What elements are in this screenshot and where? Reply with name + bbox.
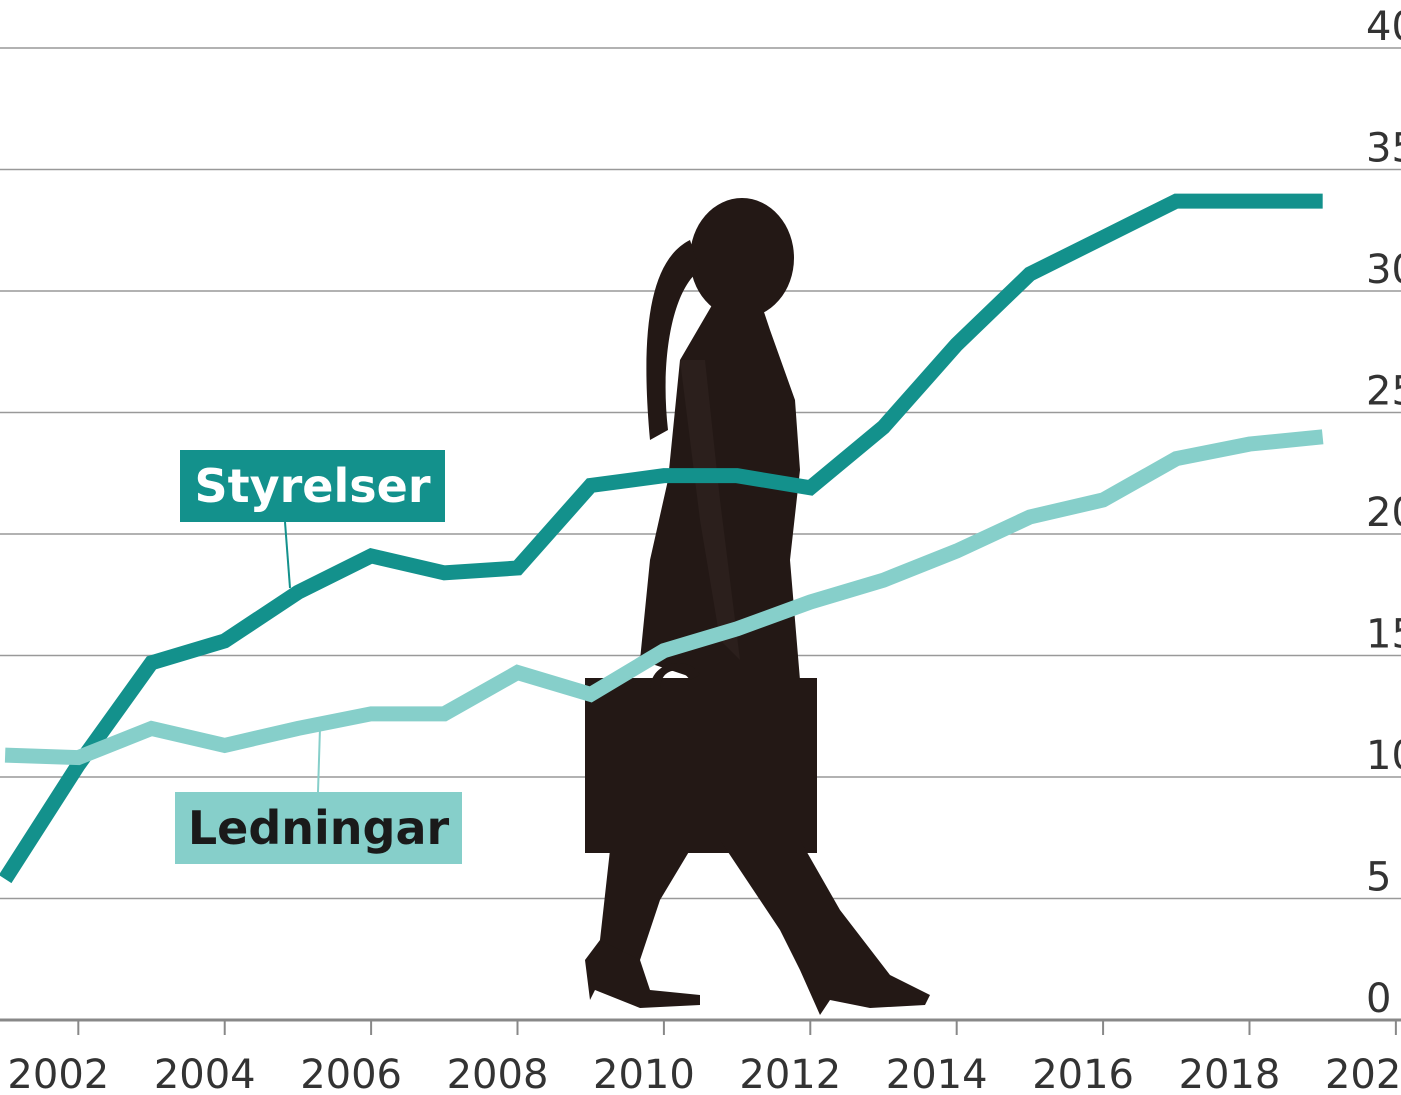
- y-tick-label: 20: [1366, 490, 1401, 536]
- x-tick-label: 2020: [1325, 1052, 1401, 1095]
- y-tick-label: 25: [1366, 369, 1401, 415]
- x-tick-label: 2006: [300, 1052, 402, 1095]
- x-tick-label: 2002: [7, 1052, 109, 1095]
- y-tick-label: 40: [1366, 4, 1401, 50]
- x-tick-label: 2008: [447, 1052, 549, 1095]
- y-tick-label: 30: [1366, 247, 1401, 293]
- x-tick-label: 2004: [154, 1052, 256, 1095]
- series-label: Ledningar: [188, 801, 450, 855]
- leader-line: [285, 522, 290, 588]
- chart: 0 5 10 15 20 25 30 35 40 2002 2004 2006 2008 2010 2012…: [0, 0, 1401, 1095]
- labels: Styrelser Ledningar: [175, 450, 462, 864]
- y-tick-label: 0: [1366, 976, 1391, 1022]
- y-tick-label: 15: [1366, 612, 1401, 658]
- x-tick-label: 2016: [1032, 1052, 1134, 1095]
- x-tick-label: 2010: [593, 1052, 695, 1095]
- y-tick-label: 35: [1366, 126, 1401, 172]
- series-label: Styrelser: [194, 459, 430, 513]
- x-tick-label: 2012: [739, 1052, 841, 1095]
- page: {"chart_data": {"type": "line", "x": [20…: [0, 0, 1401, 1095]
- y-tick-label: 10: [1366, 733, 1401, 779]
- x-tick-label: 2014: [886, 1052, 988, 1095]
- x-tick-label: 2018: [1179, 1052, 1281, 1095]
- leader-line: [318, 728, 320, 792]
- woman-silhouette: [585, 198, 930, 1015]
- y-tick-label: 5: [1366, 855, 1391, 901]
